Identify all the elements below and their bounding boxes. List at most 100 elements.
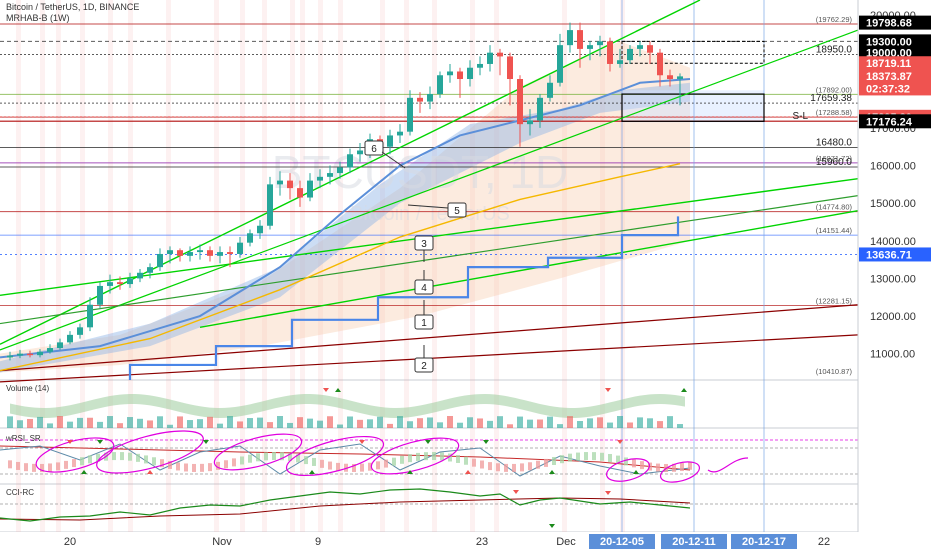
volume-bar[interactable]	[237, 421, 243, 428]
volume-bar[interactable]	[397, 416, 403, 428]
volume-bar[interactable]	[127, 417, 133, 428]
candle-body[interactable]	[67, 334, 73, 343]
candle-body[interactable]	[557, 45, 563, 83]
candle-body[interactable]	[567, 30, 573, 46]
volume-bar[interactable]	[67, 421, 73, 428]
candle-body[interactable]	[447, 71, 453, 76]
volume-bar[interactable]	[447, 416, 453, 428]
candle-body[interactable]	[597, 41, 603, 46]
candle-body[interactable]	[647, 45, 653, 53]
volume-bar[interactable]	[537, 419, 543, 428]
candle-body[interactable]	[7, 355, 13, 358]
volume-bar[interactable]	[677, 424, 683, 428]
candle-body[interactable]	[677, 76, 683, 80]
candle-body[interactable]	[587, 45, 593, 49]
volume-bar[interactable]	[637, 417, 643, 428]
candle-body[interactable]	[617, 60, 623, 64]
volume-bar[interactable]	[37, 416, 43, 428]
volume-bar[interactable]	[457, 422, 463, 428]
volume-bar[interactable]	[177, 416, 183, 428]
volume-bar[interactable]	[417, 418, 423, 428]
volume-bar[interactable]	[297, 417, 303, 428]
candle-body[interactable]	[467, 67, 473, 80]
volume-bar[interactable]	[227, 416, 233, 428]
candle-body[interactable]	[17, 353, 23, 356]
volume-bar[interactable]	[527, 419, 533, 428]
candle-body[interactable]	[97, 285, 103, 305]
candle-body[interactable]	[537, 97, 543, 121]
volume-bar[interactable]	[97, 421, 103, 428]
candle-body[interactable]	[237, 242, 243, 254]
volume-bar[interactable]	[367, 419, 373, 428]
volume-bar[interactable]	[187, 420, 193, 428]
candle-body[interactable]	[137, 272, 143, 279]
support-box[interactable]	[621, 93, 765, 122]
candle-body[interactable]	[497, 52, 503, 57]
candle-body[interactable]	[217, 252, 223, 256]
annotation-ellipse[interactable]	[211, 427, 305, 477]
candle-body[interactable]	[187, 252, 193, 256]
candle-body[interactable]	[157, 253, 163, 268]
volume-bar[interactable]	[327, 416, 333, 428]
volume-bar[interactable]	[357, 419, 363, 428]
candle-body[interactable]	[457, 71, 463, 80]
candle-body[interactable]	[57, 342, 63, 349]
volume-bar[interactable]	[117, 423, 123, 428]
volume-bar[interactable]	[47, 423, 53, 428]
candle-body[interactable]	[417, 97, 423, 102]
volume-bar[interactable]	[307, 418, 313, 428]
candle-body[interactable]	[337, 167, 343, 174]
candle-body[interactable]	[27, 353, 33, 356]
volume-bar[interactable]	[77, 417, 83, 428]
candle-body[interactable]	[607, 41, 613, 64]
candle-body[interactable]	[127, 278, 133, 285]
candle-body[interactable]	[317, 176, 323, 181]
volume-bar[interactable]	[497, 416, 503, 428]
candle-body[interactable]	[427, 94, 433, 102]
volume-bar[interactable]	[547, 416, 553, 428]
volume-bar[interactable]	[157, 416, 163, 428]
candle-body[interactable]	[107, 282, 113, 286]
candle-body[interactable]	[487, 52, 493, 64]
candle-body[interactable]	[47, 348, 53, 352]
volume-bar[interactable]	[167, 424, 173, 428]
volume-bar[interactable]	[427, 417, 433, 428]
candle-body[interactable]	[147, 267, 153, 273]
volume-bar[interactable]	[387, 423, 393, 428]
date-marker-tag[interactable]	[731, 534, 797, 549]
candle-body[interactable]	[167, 250, 173, 254]
candle-body[interactable]	[277, 180, 283, 185]
volume-bar[interactable]	[377, 416, 383, 428]
volume-bar[interactable]	[607, 422, 613, 428]
candle-body[interactable]	[257, 225, 263, 234]
candle-body[interactable]	[287, 180, 293, 189]
candle-body[interactable]	[657, 52, 663, 76]
callout-box[interactable]	[364, 140, 384, 156]
candle-body[interactable]	[247, 233, 253, 243]
volume-bar[interactable]	[507, 424, 513, 428]
annotation-ellipse[interactable]	[283, 429, 387, 484]
volume-bar[interactable]	[257, 417, 263, 428]
volume-bar[interactable]	[517, 416, 523, 428]
candle-body[interactable]	[397, 131, 403, 136]
volume-bar[interactable]	[27, 418, 33, 428]
volume-bar[interactable]	[597, 417, 603, 428]
volume-bar[interactable]	[137, 418, 143, 428]
candle-body[interactable]	[227, 252, 233, 254]
volume-bar[interactable]	[437, 422, 443, 428]
volume-bar[interactable]	[657, 421, 663, 428]
candle-body[interactable]	[547, 82, 553, 98]
volume-bar[interactable]	[207, 416, 213, 428]
candle-body[interactable]	[477, 63, 483, 68]
volume-bar[interactable]	[347, 416, 353, 428]
candle-body[interactable]	[667, 75, 673, 80]
candle-body[interactable]	[527, 120, 533, 125]
candle-body[interactable]	[117, 282, 123, 285]
volume-bar[interactable]	[287, 422, 293, 428]
annotation-ellipse[interactable]	[368, 431, 462, 481]
volume-bar[interactable]	[467, 417, 473, 428]
candle-body[interactable]	[267, 184, 273, 226]
volume-bar[interactable]	[487, 420, 493, 428]
volume-bar[interactable]	[267, 422, 273, 428]
